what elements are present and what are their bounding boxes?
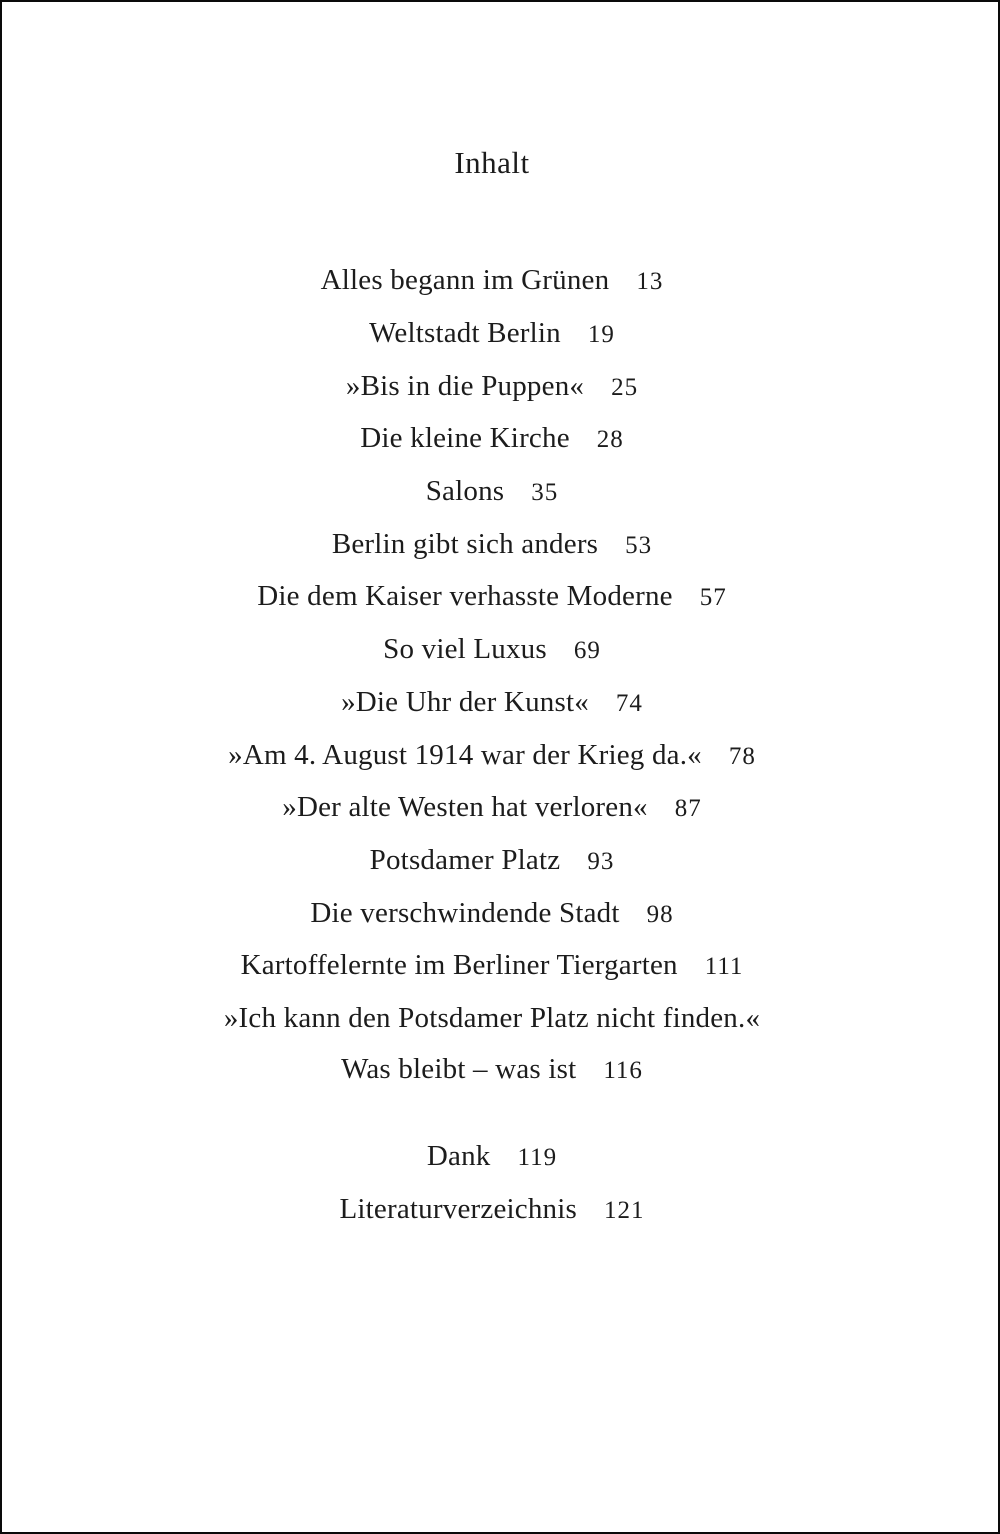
toc-entry-page-number: 19 (587, 320, 615, 348)
toc-entry: »Ich kann den Potsdamer Platz nicht find… (2, 993, 982, 1044)
toc-entry: »Die Uhr der Kunst« 74 (2, 677, 982, 730)
toc-entry-page-number: 25 (611, 373, 639, 401)
toc-entry: Die kleine Kirche 28 (2, 413, 982, 466)
toc-entry-label: »Die Uhr der Kunst« (341, 685, 589, 718)
toc-entry-page-number: 35 (531, 479, 559, 506)
toc-entry-label: Berlin gibt sich anders (331, 527, 599, 560)
toc-entry-label: Was bleibt – was ist (341, 1052, 577, 1085)
toc-entry-page-number: 13 (636, 268, 664, 296)
toc-entry-label: Alles begann im Grünen (320, 264, 610, 297)
toc-entry-label: So viel Luxus (383, 633, 547, 666)
toc-entry-page-number: 121 (604, 1197, 645, 1225)
page-title: Inhalt (454, 145, 530, 180)
toc-entry-page-number: 78 (728, 742, 756, 770)
toc-entry-page-number: 74 (615, 689, 643, 717)
toc-entry-page-number: 53 (625, 531, 653, 559)
toc-list: Alles begann im Grünen 13 Weltstadt Berli… (2, 255, 982, 1096)
toc-entry: Die dem Kaiser verhasste Moderne 57 (2, 571, 982, 624)
toc-entry-label: Die dem Kaiser verhasste Moderne (257, 580, 673, 613)
toc-entry-label: Die verschwindende Stadt (310, 896, 620, 929)
toc-entry-label: »Ich kann den Potsdamer Platz nicht find… (223, 1002, 761, 1035)
toc-entry-label: »Der alte Westen hat verloren« (282, 791, 648, 824)
toc-entry-page-number: 93 (587, 847, 615, 875)
toc-entry: Was bleibt – was ist 116 (2, 1044, 982, 1097)
toc-entry: Potsdamer Platz 93 (2, 835, 982, 888)
toc-entry-label: »Am 4. August 1914 war der Krieg da.« (228, 738, 702, 771)
toc-entry-page-number: 28 (596, 426, 624, 454)
toc-entry: Weltstadt Berlin 19 (2, 308, 982, 361)
toc-entry: Kartoffelernte im Berliner Tiergarten 111 (2, 940, 982, 993)
toc-entry-label: Kartoffelernte im Berliner Tiergarten (240, 949, 678, 982)
toc-entry-label: Weltstadt Berlin (369, 316, 561, 349)
toc-entry-label: Dank (426, 1140, 491, 1173)
toc-entry: »Der alte Westen hat verloren« 87 (2, 782, 982, 835)
toc-entry: Literaturverzeichnis 121 (2, 1184, 982, 1237)
toc-entry-label: Salons (425, 475, 505, 507)
toc-entry-page-number: 119 (517, 1144, 558, 1172)
toc-entry: Berlin gibt sich anders 53 (2, 519, 982, 572)
toc-entry-page-number: 87 (674, 795, 702, 823)
toc-content: Inhalt Alles begann im Grünen 13 Weltstad… (2, 144, 998, 1237)
toc-entry-page-number: 111 (704, 953, 744, 981)
toc-entry-label: Potsdamer Platz (369, 843, 561, 876)
toc-entry-page-number: 98 (646, 900, 674, 928)
toc-entry: Dank 119 (2, 1131, 982, 1184)
toc-entry-label: Literaturverzeichnis (339, 1193, 577, 1226)
back-matter-list: Dank 119 Literaturverzeichnis 121 (2, 1131, 982, 1236)
toc-entry: »Am 4. August 1914 war der Krieg da.« 78 (2, 730, 982, 783)
toc-entry-label: Die kleine Kirche (360, 422, 570, 455)
toc-entry: So viel Luxus 69 (2, 624, 982, 677)
toc-entry-label: »Bis in die Puppen« (345, 369, 585, 402)
toc-entry: Die verschwindende Stadt 98 (2, 888, 982, 941)
toc-entry-page-number: 57 (699, 584, 727, 612)
toc-entry: Salons 35 (2, 466, 982, 519)
toc-entry-page-number: 116 (603, 1056, 643, 1084)
toc-entry: Alles begann im Grünen 13 (2, 255, 982, 308)
toc-entry-page-number: 69 (573, 637, 601, 665)
toc-entry: »Bis in die Puppen« 25 (2, 361, 982, 414)
